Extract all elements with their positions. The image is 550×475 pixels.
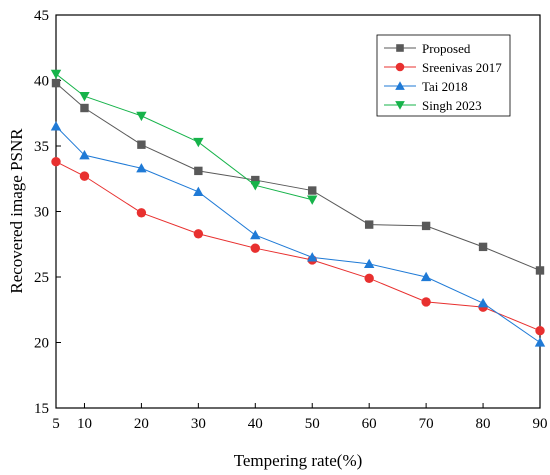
- data-point: [421, 221, 431, 231]
- legend: Proposed Sreenivas 2017 Tai 2018 Singh 2023: [376, 34, 511, 117]
- y-tick-label: 45: [34, 8, 49, 24]
- legend-marker: [395, 81, 405, 90]
- data-point: [250, 243, 260, 253]
- series-line: [55, 161, 541, 332]
- data-point: [51, 78, 61, 88]
- data-point: [193, 229, 204, 239]
- x-tick-label: 50: [305, 416, 320, 432]
- data-point: [136, 163, 147, 173]
- axis-ticks: 5 10 20 30 40 50 60 70 80 90 15 20 25 30 35 40 45: [34, 8, 548, 432]
- data-point: [50, 121, 62, 131]
- data-point: [420, 271, 432, 282]
- x-tick-label: 80: [476, 416, 491, 432]
- data-point: [250, 229, 261, 240]
- legend-item: Singh 2023: [384, 98, 482, 113]
- series-line: [55, 82, 541, 271]
- data-point: [51, 157, 61, 167]
- data-point: [136, 111, 147, 122]
- legend-item: Tai 2018: [384, 79, 468, 94]
- data-point: [363, 258, 375, 269]
- series-singh-2023: [50, 69, 318, 205]
- series-layer: [50, 69, 546, 347]
- y-tick-label: 30: [34, 205, 49, 221]
- y-tick-label: 20: [34, 336, 49, 352]
- data-point: [193, 137, 204, 148]
- data-point: [50, 69, 62, 80]
- legend-label: Tai 2018: [422, 79, 468, 94]
- data-point: [307, 195, 318, 205]
- legend-marker: [395, 101, 405, 110]
- data-point: [80, 103, 89, 113]
- legend-label: Proposed: [422, 41, 471, 56]
- data-point: [307, 252, 318, 262]
- series-sreenivas-2017: [51, 157, 545, 336]
- data-point: [364, 273, 374, 284]
- y-tick-label: 15: [34, 401, 49, 417]
- x-tick-label: 30: [191, 416, 206, 432]
- legend-label: Sreenivas 2017: [422, 60, 502, 75]
- x-tick-label: 90: [533, 416, 548, 432]
- data-point: [79, 149, 90, 160]
- legend-marker: [395, 62, 405, 72]
- series-line: [55, 125, 541, 343]
- y-tick-label: 25: [34, 270, 49, 286]
- data-point: [535, 266, 545, 275]
- x-tick-label: 40: [248, 416, 263, 432]
- data-point: [136, 208, 147, 218]
- y-tick-label: 35: [34, 139, 49, 155]
- data-point: [194, 166, 203, 176]
- x-tick-label: 10: [77, 416, 92, 432]
- x-axis-title: Tempering rate(%): [234, 451, 363, 470]
- series-tai-2018: [50, 121, 546, 347]
- legend-item: Sreenivas 2017: [384, 60, 502, 75]
- data-point: [79, 92, 90, 102]
- data-point: [251, 175, 260, 185]
- x-tick-label: 70: [419, 416, 434, 432]
- data-point: [364, 220, 374, 229]
- x-tick-label: 60: [362, 416, 377, 432]
- data-point: [79, 171, 90, 181]
- data-point: [534, 337, 546, 347]
- y-axis-title: Recovered image PSNR: [7, 128, 26, 294]
- legend-label: Singh 2023: [422, 98, 482, 113]
- data-point: [137, 140, 146, 149]
- y-tick-label: 40: [34, 74, 49, 90]
- x-tick-label: 5: [52, 416, 60, 432]
- data-point: [478, 242, 488, 252]
- series-line: [55, 73, 313, 201]
- data-point: [193, 186, 204, 197]
- legend-item: Proposed: [384, 41, 471, 56]
- data-point: [421, 297, 431, 307]
- x-tick-label: 20: [134, 416, 149, 432]
- data-point: [535, 326, 545, 336]
- series-proposed: [51, 78, 545, 275]
- data-point: [250, 181, 261, 191]
- legend-marker: [396, 44, 404, 52]
- data-point: [477, 298, 489, 308]
- data-point: [308, 186, 317, 195]
